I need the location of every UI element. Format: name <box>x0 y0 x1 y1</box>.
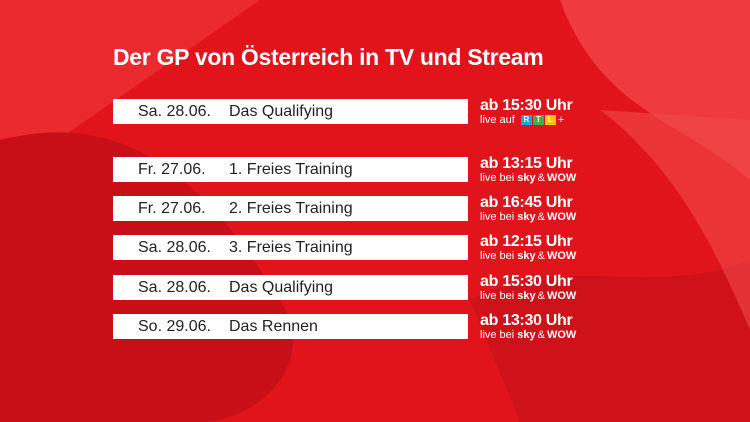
schedule-bar: Sa. 28.06. Das Qualifying <box>113 274 468 300</box>
via: live bei <box>480 250 515 263</box>
logo-letter: R <box>520 115 532 126</box>
schedule-info: ab 13:15 Uhr live bei sky & WOW <box>480 155 576 185</box>
channel: sky <box>517 250 536 263</box>
channel: WOW <box>546 172 577 184</box>
channel: sky <box>517 211 536 224</box>
featured-info: ab 15:30 Uhr live auf R T L + <box>480 97 573 127</box>
time: ab 16:45 Uhr <box>480 194 573 212</box>
date: Sa. 28.06. <box>138 239 211 257</box>
session: Das Qualifying <box>229 103 334 120</box>
schedule-info: ab 16:45 Uhr live bei sky & WOW <box>480 194 576 224</box>
channel: WOW <box>546 250 577 263</box>
via: live bei <box>480 172 515 184</box>
broadcast: live bei sky & WOW <box>480 211 576 223</box>
date: So. 29.06. <box>138 317 211 335</box>
date: Sa. 28.06. <box>138 103 211 120</box>
broadcast: live bei sky & WOW <box>480 290 576 302</box>
date: Fr. 27.06. <box>138 161 206 178</box>
schedule-info: ab 12:15 Uhr live bei sky & WOW <box>480 233 576 263</box>
session: 3. Freies Training <box>229 239 353 257</box>
schedule-info: ab 13:30 Uhr live bei sky & WOW <box>480 311 576 341</box>
title: Der GP von Österreich in TV und Stream <box>113 44 544 70</box>
joiner: & <box>537 250 545 263</box>
session: Das Rennen <box>229 317 318 335</box>
via: live bei <box>480 289 515 302</box>
logo-suffix: + <box>557 114 565 126</box>
featured-bar: Sa. 28.06. Das Qualifying <box>113 99 468 124</box>
session: Das Qualifying <box>229 278 334 296</box>
joiner: & <box>537 172 545 184</box>
joiner: & <box>537 289 545 302</box>
schedule-bar: Sa. 28.06. 3. Freies Training <box>113 235 468 261</box>
session: 1. Freies Training <box>229 161 353 178</box>
joiner: & <box>537 328 545 341</box>
via: live bei <box>480 211 515 224</box>
logo-letter: T <box>532 115 544 126</box>
via: live auf <box>480 114 515 126</box>
schedule-info: ab 15:30 Uhr live bei sky & WOW <box>480 272 576 302</box>
broadcast: live bei sky & WOW <box>480 250 576 262</box>
time: ab 12:15 Uhr <box>480 233 573 251</box>
broadcast: live bei sky & WOW <box>480 172 576 184</box>
logo-letter: L <box>544 115 556 126</box>
session: 2. Freies Training <box>229 200 353 218</box>
broadcast: live auf R T L + <box>480 114 572 126</box>
channel: sky <box>517 328 536 341</box>
channel: sky <box>517 289 536 302</box>
schedule-bar: Fr. 27.06. 1. Freies Training <box>113 157 468 182</box>
joiner: & <box>537 211 545 224</box>
broadcast: live bei sky & WOW <box>480 329 576 341</box>
channel: WOW <box>546 328 577 341</box>
time: ab 13:15 Uhr <box>480 155 573 172</box>
schedule-bar: So. 29.06. Das Rennen <box>113 313 468 339</box>
via: live bei <box>480 328 515 341</box>
schedule-bar: Fr. 27.06. 2. Freies Training <box>113 196 468 222</box>
channel: WOW <box>546 211 577 224</box>
date: Fr. 27.06. <box>138 200 206 218</box>
time: ab 15:30 Uhr <box>480 97 573 114</box>
channel: WOW <box>546 289 577 302</box>
date: Sa. 28.06. <box>138 278 211 296</box>
time: ab 13:30 Uhr <box>480 311 573 329</box>
time: ab 15:30 Uhr <box>480 272 573 290</box>
channel: sky <box>517 172 536 184</box>
